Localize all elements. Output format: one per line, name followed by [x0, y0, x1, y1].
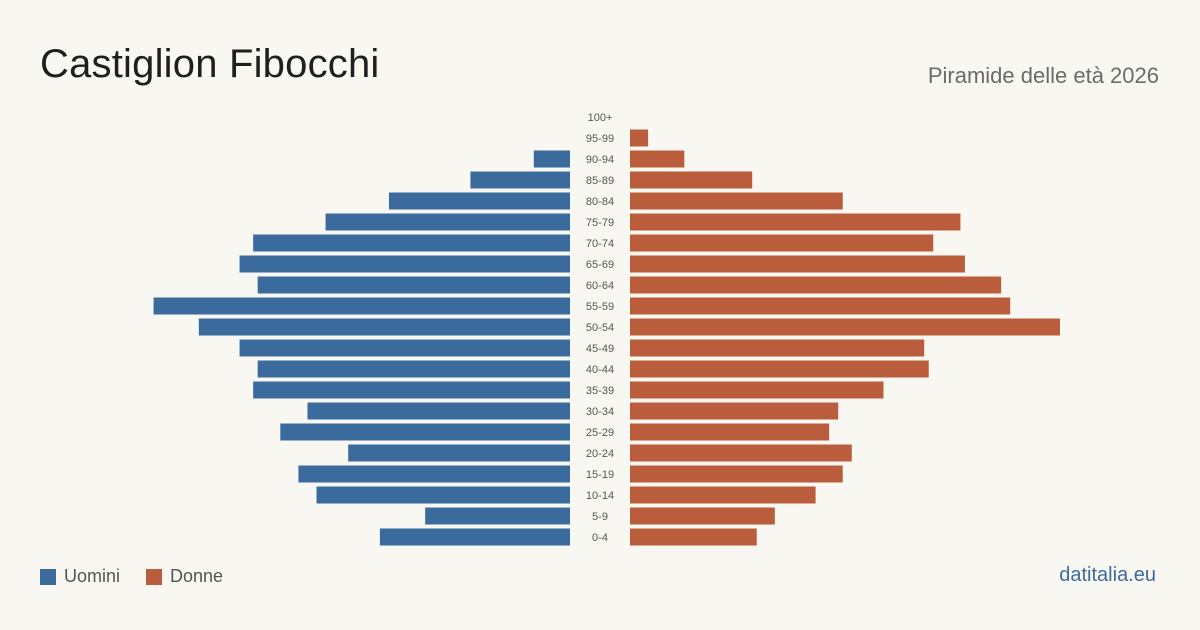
bar-women-95-99: [630, 129, 649, 147]
age-label-85-89: 85-89: [586, 175, 614, 187]
legend-swatch-women: [146, 568, 163, 585]
bar-men-45-49: [239, 339, 570, 357]
bar-men-70-74: [253, 234, 570, 252]
bar-men-90-94: [533, 150, 570, 168]
age-label-75-79: 75-79: [586, 217, 614, 229]
bar-men-0-4: [379, 528, 570, 546]
bar-women-65-69: [630, 255, 965, 273]
age-label-50-54: 50-54: [586, 322, 614, 334]
bar-women-40-44: [630, 360, 929, 378]
bar-women-15-19: [630, 465, 843, 483]
bar-women-50-54: [630, 318, 1060, 336]
age-label-40-44: 40-44: [586, 364, 614, 376]
age-label-20-24: 20-24: [586, 448, 614, 460]
bar-men-75-79: [325, 213, 570, 231]
bar-women-60-64: [630, 276, 1002, 294]
age-label-90-94: 90-94: [586, 154, 614, 166]
age-label-80-84: 80-84: [586, 196, 614, 208]
bar-women-35-39: [630, 381, 884, 399]
bar-women-45-49: [630, 339, 925, 357]
bar-women-0-4: [630, 528, 757, 546]
bar-men-20-24: [348, 444, 570, 462]
legend-item-men: Uomini: [40, 566, 120, 587]
bar-women-80-84: [630, 192, 843, 210]
bar-men-80-84: [388, 192, 570, 210]
age-label-25-29: 25-29: [586, 427, 614, 439]
age-label-70-74: 70-74: [586, 238, 614, 250]
bar-men-35-39: [253, 381, 570, 399]
age-label-10-14: 10-14: [586, 490, 614, 502]
bar-men-40-44: [257, 360, 570, 378]
bar-women-85-89: [630, 171, 753, 189]
bar-men-30-34: [307, 402, 570, 420]
age-label-45-49: 45-49: [586, 343, 614, 355]
bar-men-5-9: [425, 507, 570, 525]
age-label-100+: 100+: [588, 112, 613, 124]
bar-women-10-14: [630, 486, 816, 504]
bar-men-65-69: [239, 255, 570, 273]
age-label-30-34: 30-34: [586, 406, 614, 418]
chart-title: Castiglion Fibocchi: [40, 42, 380, 86]
bar-men-55-59: [153, 297, 570, 315]
age-label-55-59: 55-59: [586, 301, 614, 313]
bar-men-25-29: [280, 423, 570, 441]
source-link[interactable]: datitalia.eu: [1059, 564, 1156, 586]
legend-item-women: Donne: [146, 566, 223, 587]
age-label-5-9: 5-9: [592, 511, 608, 523]
bar-women-90-94: [630, 150, 685, 168]
bar-women-75-79: [630, 213, 961, 231]
bar-men-85-89: [470, 171, 570, 189]
legend-label-women: Donne: [170, 566, 224, 586]
bar-women-20-24: [630, 444, 852, 462]
legend-label-men: Uomini: [64, 566, 121, 586]
legend-swatch-men: [40, 568, 56, 585]
bar-women-55-59: [630, 297, 1011, 315]
age-label-95-99: 95-99: [586, 133, 614, 145]
bar-women-30-34: [630, 402, 839, 420]
bar-men-60-64: [257, 276, 570, 294]
bar-women-25-29: [630, 423, 830, 441]
age-label-15-19: 15-19: [586, 469, 614, 481]
bar-men-15-19: [298, 465, 570, 483]
age-label-0-4: 0-4: [592, 532, 608, 544]
legend: Uomini Donne: [40, 566, 223, 587]
age-label-60-64: 60-64: [586, 280, 614, 292]
bar-men-10-14: [316, 486, 570, 504]
bar-women-70-74: [630, 234, 934, 252]
chart-subtitle: Piramide delle età 2026: [927, 63, 1159, 88]
bar-men-50-54: [198, 318, 570, 336]
age-label-35-39: 35-39: [586, 385, 614, 397]
age-label-65-69: 65-69: [586, 259, 614, 271]
bar-women-5-9: [630, 507, 775, 525]
